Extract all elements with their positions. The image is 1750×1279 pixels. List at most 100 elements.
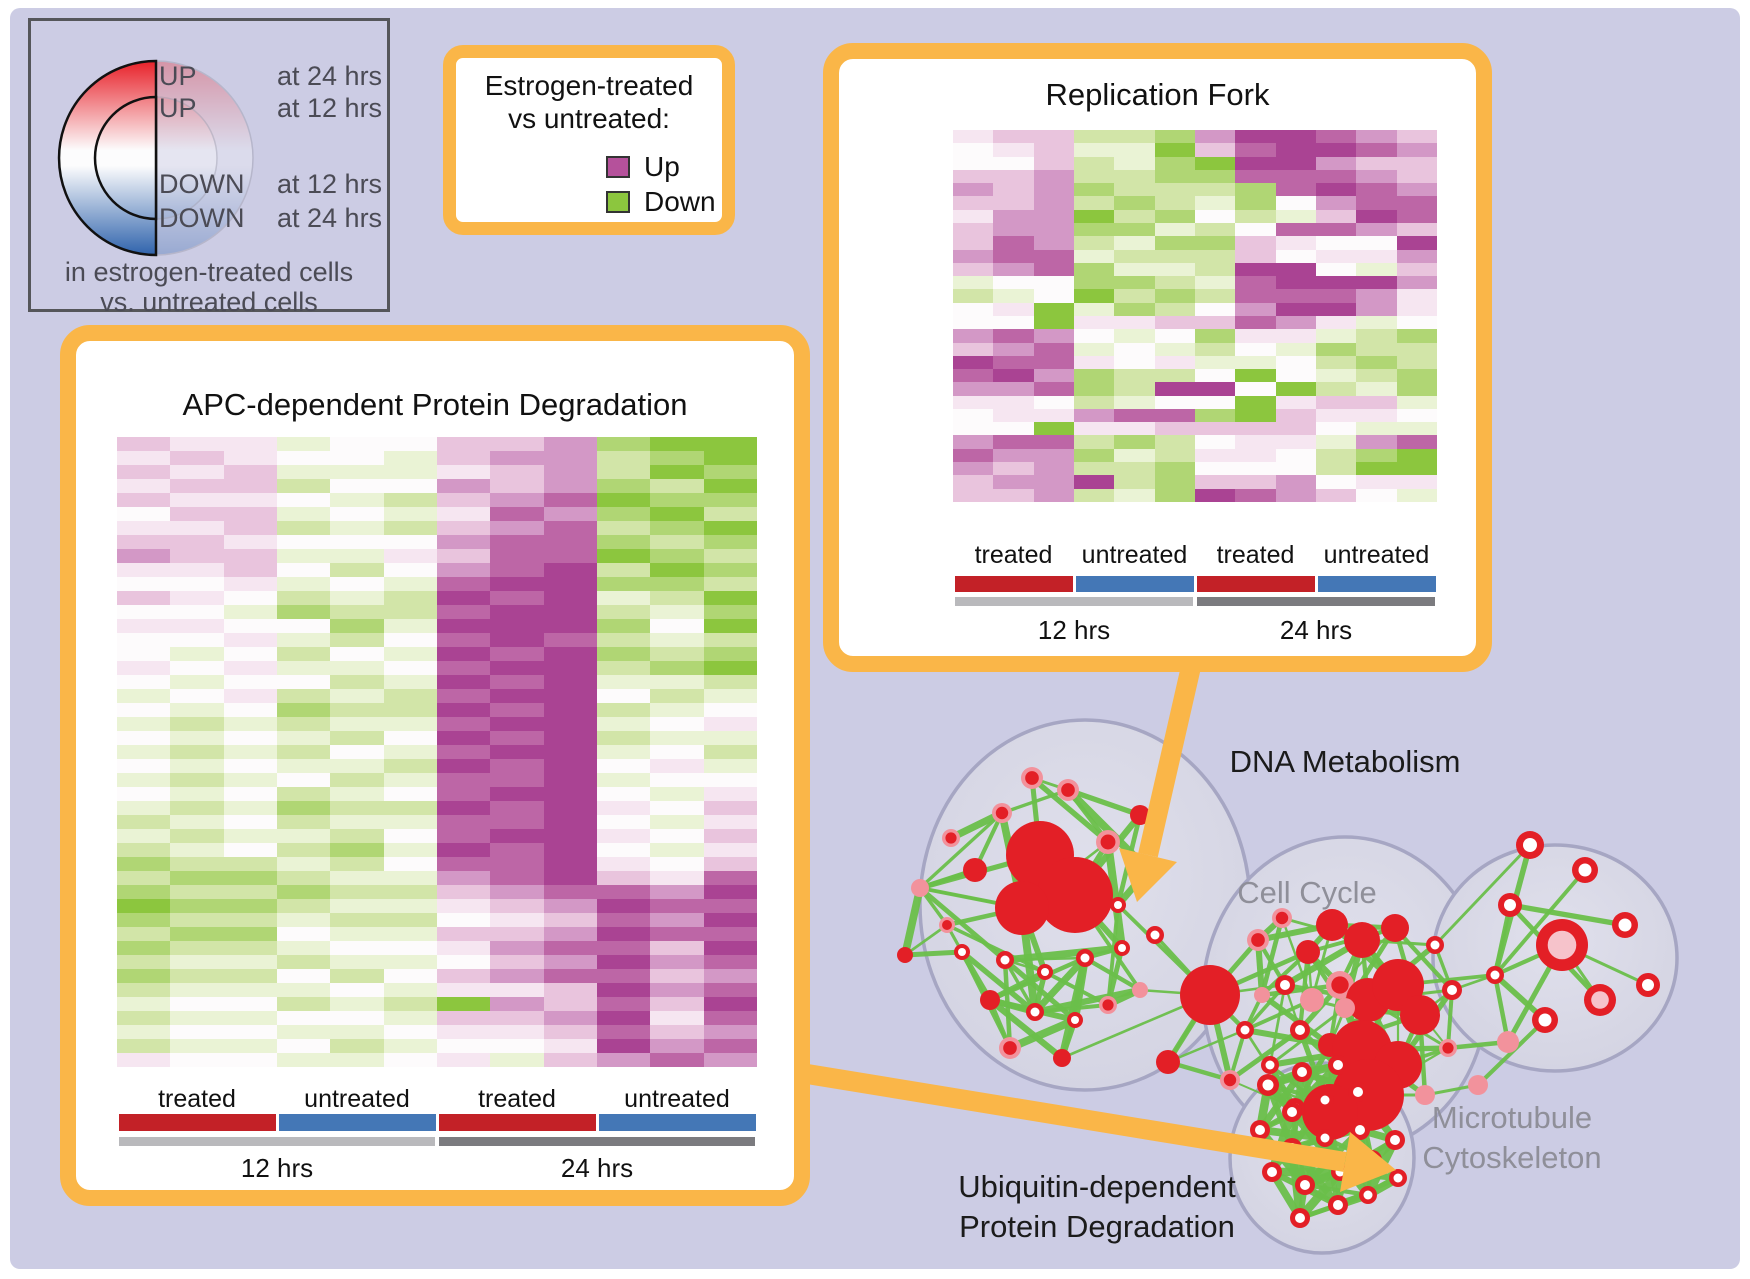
heatmap-cell (543, 731, 597, 745)
heatmap-row (953, 156, 1437, 170)
heatmap-row (117, 1039, 757, 1053)
heatmap-cell (1194, 183, 1236, 197)
heatmap-cell (1033, 315, 1074, 330)
heatmap-cell (223, 465, 277, 479)
heatmap-cell (1073, 448, 1115, 463)
heatmap-cell (1033, 448, 1074, 463)
heatmap-cell (1033, 156, 1074, 170)
group-label-treated-2: treated (478, 1085, 556, 1113)
heatmap-cell (703, 661, 757, 675)
heatmap-cell (993, 169, 1034, 184)
network-node-60-core (1504, 899, 1516, 911)
heatmap-cell (650, 563, 704, 577)
network-node-33 (1316, 909, 1348, 941)
heatmap-cell (330, 675, 384, 689)
heatmap-cell (596, 1039, 651, 1053)
heatmap-cell (703, 647, 757, 661)
heatmap-cell (1356, 355, 1397, 370)
group-label-treated-2: treated (1216, 541, 1295, 569)
heatmap-cell (1114, 249, 1155, 263)
heatmap-cell (953, 435, 994, 449)
heatmap-cell (383, 787, 437, 801)
heatmap-cell (117, 535, 171, 549)
heatmap-cell (1356, 315, 1397, 330)
heatmap-cell (1275, 156, 1316, 170)
heatmap-cell (703, 955, 757, 969)
heatmap-cell (596, 787, 651, 801)
network-node-21-core (1030, 1007, 1040, 1017)
heatmap-row (953, 169, 1437, 184)
heatmap-cell (1194, 329, 1236, 343)
heatmap-cell (1154, 196, 1195, 210)
heatmap-cell (276, 563, 331, 577)
heatmap-cell (117, 451, 171, 465)
heatmap-cell (596, 815, 651, 829)
heatmap-cell (1073, 315, 1115, 330)
heatmap-cell (1114, 315, 1155, 330)
heatmap-cell (117, 927, 171, 941)
heatmap-cell (1154, 329, 1195, 343)
heatmap-cell (1356, 130, 1397, 144)
heatmap-cell (703, 759, 757, 773)
heatmap-cell (1194, 408, 1236, 423)
heatmap-cell (1356, 222, 1397, 237)
heatmap-cell (223, 703, 277, 717)
heatmap-cell (276, 843, 331, 857)
heatmap-cell (650, 829, 704, 843)
untreated-bar (278, 1114, 436, 1131)
heatmap-cell (543, 605, 597, 619)
heatmap-cell (543, 773, 597, 787)
network-node-2-core (995, 806, 1009, 820)
heatmap-cell (436, 759, 491, 773)
heatmap-cell (1275, 488, 1316, 502)
heatmap-cell (436, 619, 491, 633)
heatmap-cell (1315, 408, 1357, 423)
heatmap-cell (1315, 448, 1357, 463)
heatmap-cell (1154, 382, 1195, 396)
heatmap-cell (1154, 130, 1195, 144)
network-node-63-core (1591, 991, 1609, 1009)
heatmap-cell (1154, 475, 1195, 489)
up-24-time: at 24 hrs (277, 61, 383, 91)
heatmap-cell (1275, 262, 1316, 277)
heatmap-cell (650, 731, 704, 745)
heatmap-cell (953, 355, 994, 370)
treated-bar (1196, 576, 1315, 592)
heatmap-cell (1073, 462, 1115, 476)
heatmap-cell (330, 829, 384, 843)
heatmap-row (953, 130, 1437, 144)
network-node-8 (1037, 857, 1113, 933)
heatmap-row (953, 315, 1437, 330)
heatmap-cell (596, 745, 651, 759)
heatmap-row (953, 448, 1437, 463)
network-edge (1001, 788, 1069, 815)
heatmap-cell (436, 829, 491, 843)
heatmap-cell (1033, 342, 1074, 356)
heatmap-cell (1315, 143, 1357, 157)
heatmap-cell (170, 661, 224, 675)
heatmap-cell (1073, 369, 1115, 383)
heatmap-cell (330, 451, 384, 465)
heatmap-cell (330, 479, 384, 493)
heatmap-cell (117, 857, 171, 871)
heatmap-cell (1033, 369, 1074, 383)
network-node-30-core (1251, 933, 1265, 947)
heatmap-cell (703, 1025, 757, 1039)
heatmap-cell (490, 731, 544, 745)
heatmap-cell (1396, 209, 1437, 223)
heatmap-cell (170, 633, 224, 647)
heatmap-cell (117, 871, 171, 885)
heatmap-cell (1194, 222, 1236, 237)
heatmap-cell (543, 591, 597, 605)
heatmap-cell (1396, 183, 1437, 197)
untreated-bar (1075, 576, 1194, 592)
heatmap-cell (1154, 169, 1195, 184)
heatmap-cell (330, 759, 384, 773)
heatmap-row (953, 382, 1437, 396)
heatmap-cell (703, 703, 757, 717)
heatmap-cell (276, 1025, 331, 1039)
heatmap-cell (650, 451, 704, 465)
heatmap-cell (117, 493, 171, 507)
heatmap-cell (383, 619, 437, 633)
heatmap-cell (993, 382, 1034, 396)
